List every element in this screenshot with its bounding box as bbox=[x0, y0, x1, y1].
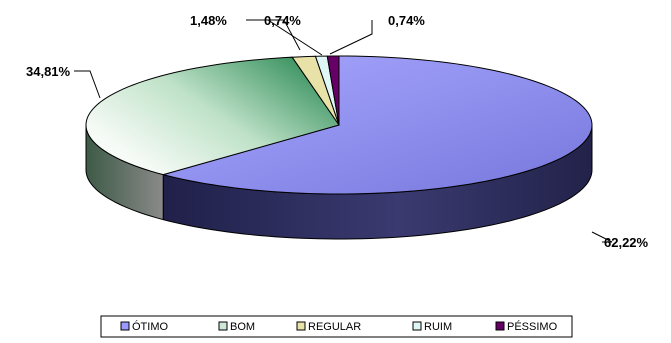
leader-line bbox=[591, 231, 613, 243]
legend-entry-ótimo: ÓTIMO bbox=[120, 320, 168, 333]
legend: ÓTIMO BOM REGULAR RUIM PÉSSIMO bbox=[100, 315, 573, 338]
slice-ótimo bbox=[161, 55, 593, 195]
legend-label: PÉSSIMO bbox=[507, 320, 558, 333]
slice-bom bbox=[85, 56, 340, 176]
value-label-ótimo: 62,22% bbox=[604, 235, 649, 250]
leader-line bbox=[246, 19, 301, 51]
legend-entry-ruim: RUIM bbox=[412, 321, 452, 333]
value-label-ruim: 0,74% bbox=[264, 13, 301, 28]
legend-box bbox=[100, 315, 573, 338]
leader-line bbox=[74, 70, 101, 99]
legend-label: ÓTIMO bbox=[132, 320, 168, 333]
value-label-bom: 34,81% bbox=[26, 64, 71, 79]
legend-swatch bbox=[296, 321, 306, 331]
leader-line bbox=[262, 19, 323, 56]
legend-swatch bbox=[120, 321, 130, 331]
legend-entry-péssimo: PÉSSIMO bbox=[495, 320, 558, 333]
legend-swatch bbox=[218, 321, 228, 331]
value-label-péssimo: 0,74% bbox=[388, 13, 425, 28]
leader-line bbox=[329, 20, 373, 55]
legend-swatch bbox=[495, 321, 505, 331]
legend-label: RUIM bbox=[424, 321, 452, 333]
value-label-regular: 1,48% bbox=[190, 13, 227, 28]
legend-label: BOM bbox=[230, 321, 255, 333]
legend-entry-bom: BOM bbox=[218, 321, 255, 333]
legend-entry-regular: REGULAR bbox=[296, 321, 361, 333]
legend-swatch bbox=[412, 321, 422, 331]
slice-péssimo bbox=[326, 55, 340, 126]
legend-label: REGULAR bbox=[308, 321, 361, 333]
